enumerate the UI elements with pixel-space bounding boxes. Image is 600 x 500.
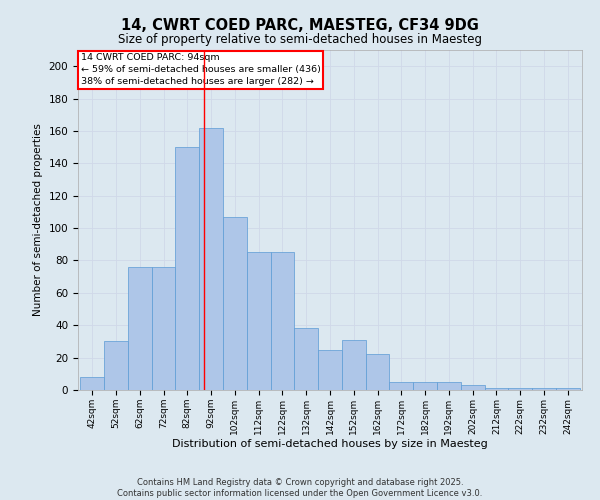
Bar xyxy=(128,267,152,390)
Bar xyxy=(461,385,485,390)
Bar xyxy=(247,252,271,390)
Bar xyxy=(485,388,508,390)
Bar xyxy=(80,377,104,390)
X-axis label: Distribution of semi-detached houses by size in Maesteg: Distribution of semi-detached houses by … xyxy=(172,440,488,450)
Bar xyxy=(437,382,461,390)
Bar xyxy=(342,340,365,390)
Y-axis label: Number of semi-detached properties: Number of semi-detached properties xyxy=(33,124,43,316)
Bar xyxy=(223,217,247,390)
Bar xyxy=(318,350,342,390)
Bar xyxy=(413,382,437,390)
Bar xyxy=(389,382,413,390)
Bar xyxy=(104,342,128,390)
Bar xyxy=(532,388,556,390)
Bar xyxy=(556,388,580,390)
Bar xyxy=(508,388,532,390)
Text: 14, CWRT COED PARC, MAESTEG, CF34 9DG: 14, CWRT COED PARC, MAESTEG, CF34 9DG xyxy=(121,18,479,32)
Bar xyxy=(175,147,199,390)
Bar xyxy=(295,328,318,390)
Bar xyxy=(152,267,175,390)
Text: Size of property relative to semi-detached houses in Maesteg: Size of property relative to semi-detach… xyxy=(118,32,482,46)
Bar xyxy=(199,128,223,390)
Text: 14 CWRT COED PARC: 94sqm
← 59% of semi-detached houses are smaller (436)
38% of : 14 CWRT COED PARC: 94sqm ← 59% of semi-d… xyxy=(80,54,320,86)
Bar xyxy=(271,252,295,390)
Text: Contains HM Land Registry data © Crown copyright and database right 2025.
Contai: Contains HM Land Registry data © Crown c… xyxy=(118,478,482,498)
Bar xyxy=(365,354,389,390)
